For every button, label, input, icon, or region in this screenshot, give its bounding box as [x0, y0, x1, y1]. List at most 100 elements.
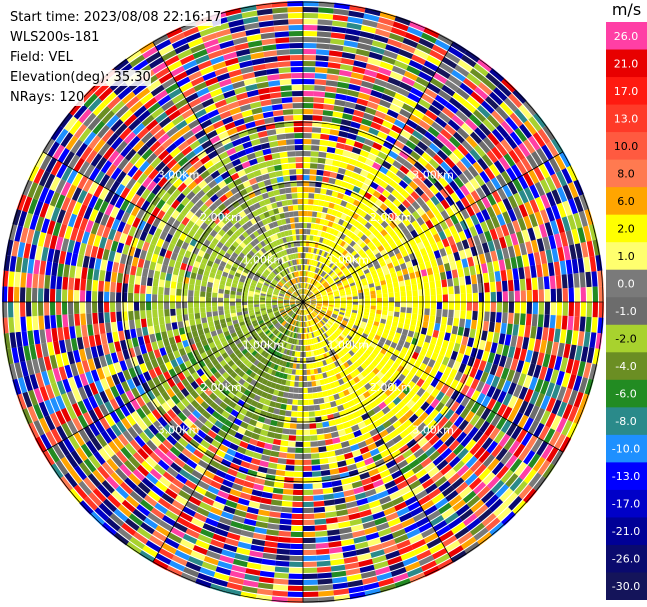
velocity-gate	[370, 505, 383, 515]
velocity-gate	[255, 261, 262, 267]
velocity-gate	[325, 444, 335, 452]
velocity-gate	[211, 237, 219, 246]
velocity-gate	[92, 302, 98, 313]
velocity-gate	[213, 379, 221, 388]
velocity-gate	[521, 229, 530, 243]
velocity-gate	[348, 177, 358, 186]
velocity-gate	[196, 150, 208, 160]
velocity-gate	[281, 312, 287, 316]
velocity-gate	[250, 357, 257, 364]
velocity-gate	[478, 232, 487, 244]
velocity-gate	[396, 114, 409, 124]
velocity-gate	[350, 72, 364, 80]
velocity-gate	[394, 302, 401, 308]
velocity-gate	[419, 333, 426, 342]
velocity-gate	[276, 324, 282, 330]
velocity-gate	[269, 285, 275, 289]
velocity-gate	[447, 278, 454, 287]
velocity-gate	[136, 464, 150, 477]
velocity-gate	[212, 501, 225, 511]
velocity-gate	[320, 290, 326, 294]
velocity-gate	[300, 283, 302, 289]
velocity-gate	[156, 384, 166, 394]
velocity-gate	[223, 363, 231, 371]
velocity-gate	[444, 245, 453, 255]
velocity-gate	[295, 229, 300, 235]
velocity-gate	[244, 351, 251, 358]
velocity-gate	[349, 317, 356, 322]
velocity-gate	[309, 345, 314, 351]
velocity-gate	[300, 289, 302, 295]
velocity-gate	[191, 103, 204, 114]
velocity-gate	[275, 313, 281, 318]
velocity-gate	[323, 340, 328, 346]
velocity-gate	[519, 313, 526, 326]
velocity-gate	[427, 126, 440, 138]
velocity-gate	[277, 390, 284, 397]
velocity-gate	[360, 226, 368, 234]
velocity-gate	[314, 267, 318, 273]
velocity-gate	[516, 231, 525, 244]
velocity-gate	[282, 321, 287, 327]
velocity-gate	[100, 378, 110, 391]
velocity-gate	[271, 395, 278, 402]
velocity-gate	[316, 297, 322, 300]
velocity-gate	[339, 161, 348, 169]
velocity-gate	[416, 387, 426, 397]
velocity-gate	[304, 299, 310, 302]
velocity-gate	[332, 485, 344, 493]
velocity-gate	[387, 237, 395, 246]
velocity-gate	[279, 524, 292, 531]
velocity-gate	[233, 477, 245, 486]
velocity-gate	[368, 316, 375, 321]
velocity-gate	[164, 104, 178, 116]
velocity-gate	[309, 235, 314, 241]
velocity-gate	[167, 329, 174, 338]
velocity-gate	[263, 359, 269, 366]
velocity-gate	[334, 448, 344, 456]
velocity-gate	[256, 156, 266, 164]
velocity-gate	[211, 302, 218, 307]
velocity-gate	[495, 142, 508, 157]
velocity-gate	[323, 396, 330, 403]
velocity-gate	[310, 259, 315, 266]
velocity-gate	[290, 287, 295, 292]
velocity-gate	[171, 199, 181, 210]
velocity-gate	[303, 78, 315, 85]
velocity-gate	[340, 119, 352, 127]
velocity-gate	[407, 214, 416, 224]
velocity-gate	[73, 215, 83, 230]
velocity-gate	[496, 378, 506, 391]
velocity-gate	[257, 415, 266, 423]
velocity-gate	[291, 338, 296, 345]
velocity-gate	[393, 217, 402, 226]
velocity-gate	[292, 109, 303, 115]
velocity-gate	[289, 362, 294, 369]
velocity-gate	[308, 339, 312, 345]
velocity-gate	[234, 222, 242, 230]
velocity-gate	[287, 447, 296, 453]
velocity-gate	[379, 392, 388, 401]
velocity-gate	[134, 310, 140, 320]
velocity-gate	[311, 312, 315, 318]
velocity-gate	[263, 231, 270, 238]
velocity-gate	[453, 176, 464, 188]
velocity-gate	[252, 532, 267, 540]
velocity-gate	[328, 295, 334, 298]
velocity-gate	[479, 420, 490, 434]
velocity-gate	[348, 418, 358, 427]
velocity-gate	[134, 247, 142, 258]
velocity-gate	[189, 140, 201, 150]
velocity-gate	[367, 442, 377, 451]
velocity-gate	[296, 300, 301, 302]
velocity-gate	[282, 373, 288, 380]
velocity-gate	[141, 460, 154, 473]
velocity-gate	[170, 462, 182, 473]
velocity-gate	[299, 277, 301, 283]
velocity-gate	[385, 379, 393, 388]
velocity-gate	[177, 372, 186, 381]
velocity-gate	[408, 238, 417, 247]
velocity-gate	[304, 333, 307, 339]
velocity-gate	[242, 455, 253, 463]
velocity-gate	[398, 180, 409, 189]
